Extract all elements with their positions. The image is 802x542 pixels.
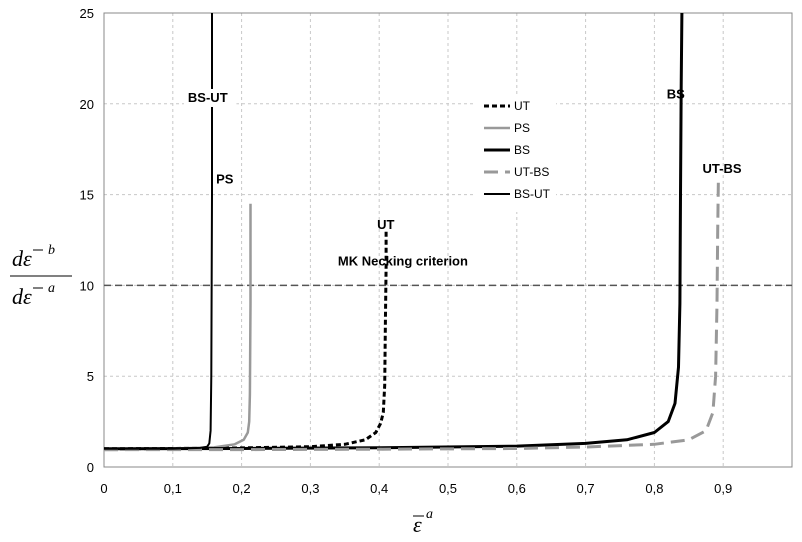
x-tick-label: 0,6 bbox=[508, 481, 526, 496]
annotation-label: PS bbox=[216, 172, 234, 187]
y-tick-label: 15 bbox=[80, 188, 94, 203]
y-tick-label: 10 bbox=[80, 278, 94, 293]
x-tick-label: 0,5 bbox=[439, 481, 457, 496]
x-tick-labels: 0 0,1 0,2 0,3 0,4 0,5 0,6 0,7 0,8 0,9 bbox=[100, 481, 732, 496]
y-tick-labels: 0 5 10 15 20 25 bbox=[80, 6, 94, 475]
y-tick-label: 5 bbox=[87, 369, 94, 384]
series-line-bs bbox=[103, 12, 684, 451]
x-tick-label: 0,9 bbox=[714, 481, 732, 496]
annotations: BS-UT PS UT MK Necking criterion BS UT-BS bbox=[183, 86, 742, 268]
y-label-numerator: dε bbox=[12, 246, 32, 271]
x-tick-label: 0 bbox=[100, 481, 107, 496]
annotation-background bbox=[183, 88, 237, 107]
x-label-base: ε bbox=[413, 512, 422, 537]
x-tick-label: 0,8 bbox=[645, 481, 663, 496]
y-label-denominator: dε bbox=[12, 284, 32, 309]
series-line-bs-ut bbox=[103, 13, 213, 450]
y-label-denominator-sup: a bbox=[48, 281, 55, 296]
legend: UT PS BS UT-BS BS-UT bbox=[476, 96, 556, 212]
legend-label-ut: UT bbox=[514, 99, 531, 113]
legend-label-ps: PS bbox=[514, 121, 530, 135]
annotation-label: BS-UT bbox=[188, 90, 228, 105]
y-tick-label: 20 bbox=[80, 97, 94, 112]
x-label-sup: a bbox=[426, 507, 433, 522]
annotation-label: UT-BS bbox=[703, 161, 742, 176]
annotation-label: BS bbox=[667, 86, 685, 101]
x-tick-label: 0,3 bbox=[301, 481, 319, 496]
x-axis-label: ε a bbox=[413, 507, 433, 537]
y-tick-label: 25 bbox=[80, 6, 94, 21]
y-axis-label: dε b dε a bbox=[10, 243, 72, 309]
legend-label-bs-ut: BS-UT bbox=[514, 187, 551, 201]
y-label-numerator-sup: b bbox=[48, 243, 55, 258]
annotation-label: MK Necking criterion bbox=[338, 253, 468, 268]
x-tick-label: 0,1 bbox=[164, 481, 182, 496]
x-tick-label: 0,2 bbox=[233, 481, 251, 496]
legend-label-bs: BS bbox=[514, 143, 530, 157]
plot-area-frame bbox=[103, 12, 793, 468]
series-group bbox=[103, 12, 720, 452]
series-line-ut-bs bbox=[103, 178, 720, 452]
y-tick-label: 0 bbox=[87, 460, 94, 475]
x-tick-label: 0,4 bbox=[370, 481, 388, 496]
grid-lines bbox=[104, 12, 793, 467]
legend-background bbox=[476, 96, 556, 212]
annotation-label: UT bbox=[377, 217, 394, 232]
series-line-ps bbox=[103, 203, 252, 451]
x-tick-label: 0,7 bbox=[577, 481, 595, 496]
legend-label-ut-bs: UT-BS bbox=[514, 165, 549, 179]
